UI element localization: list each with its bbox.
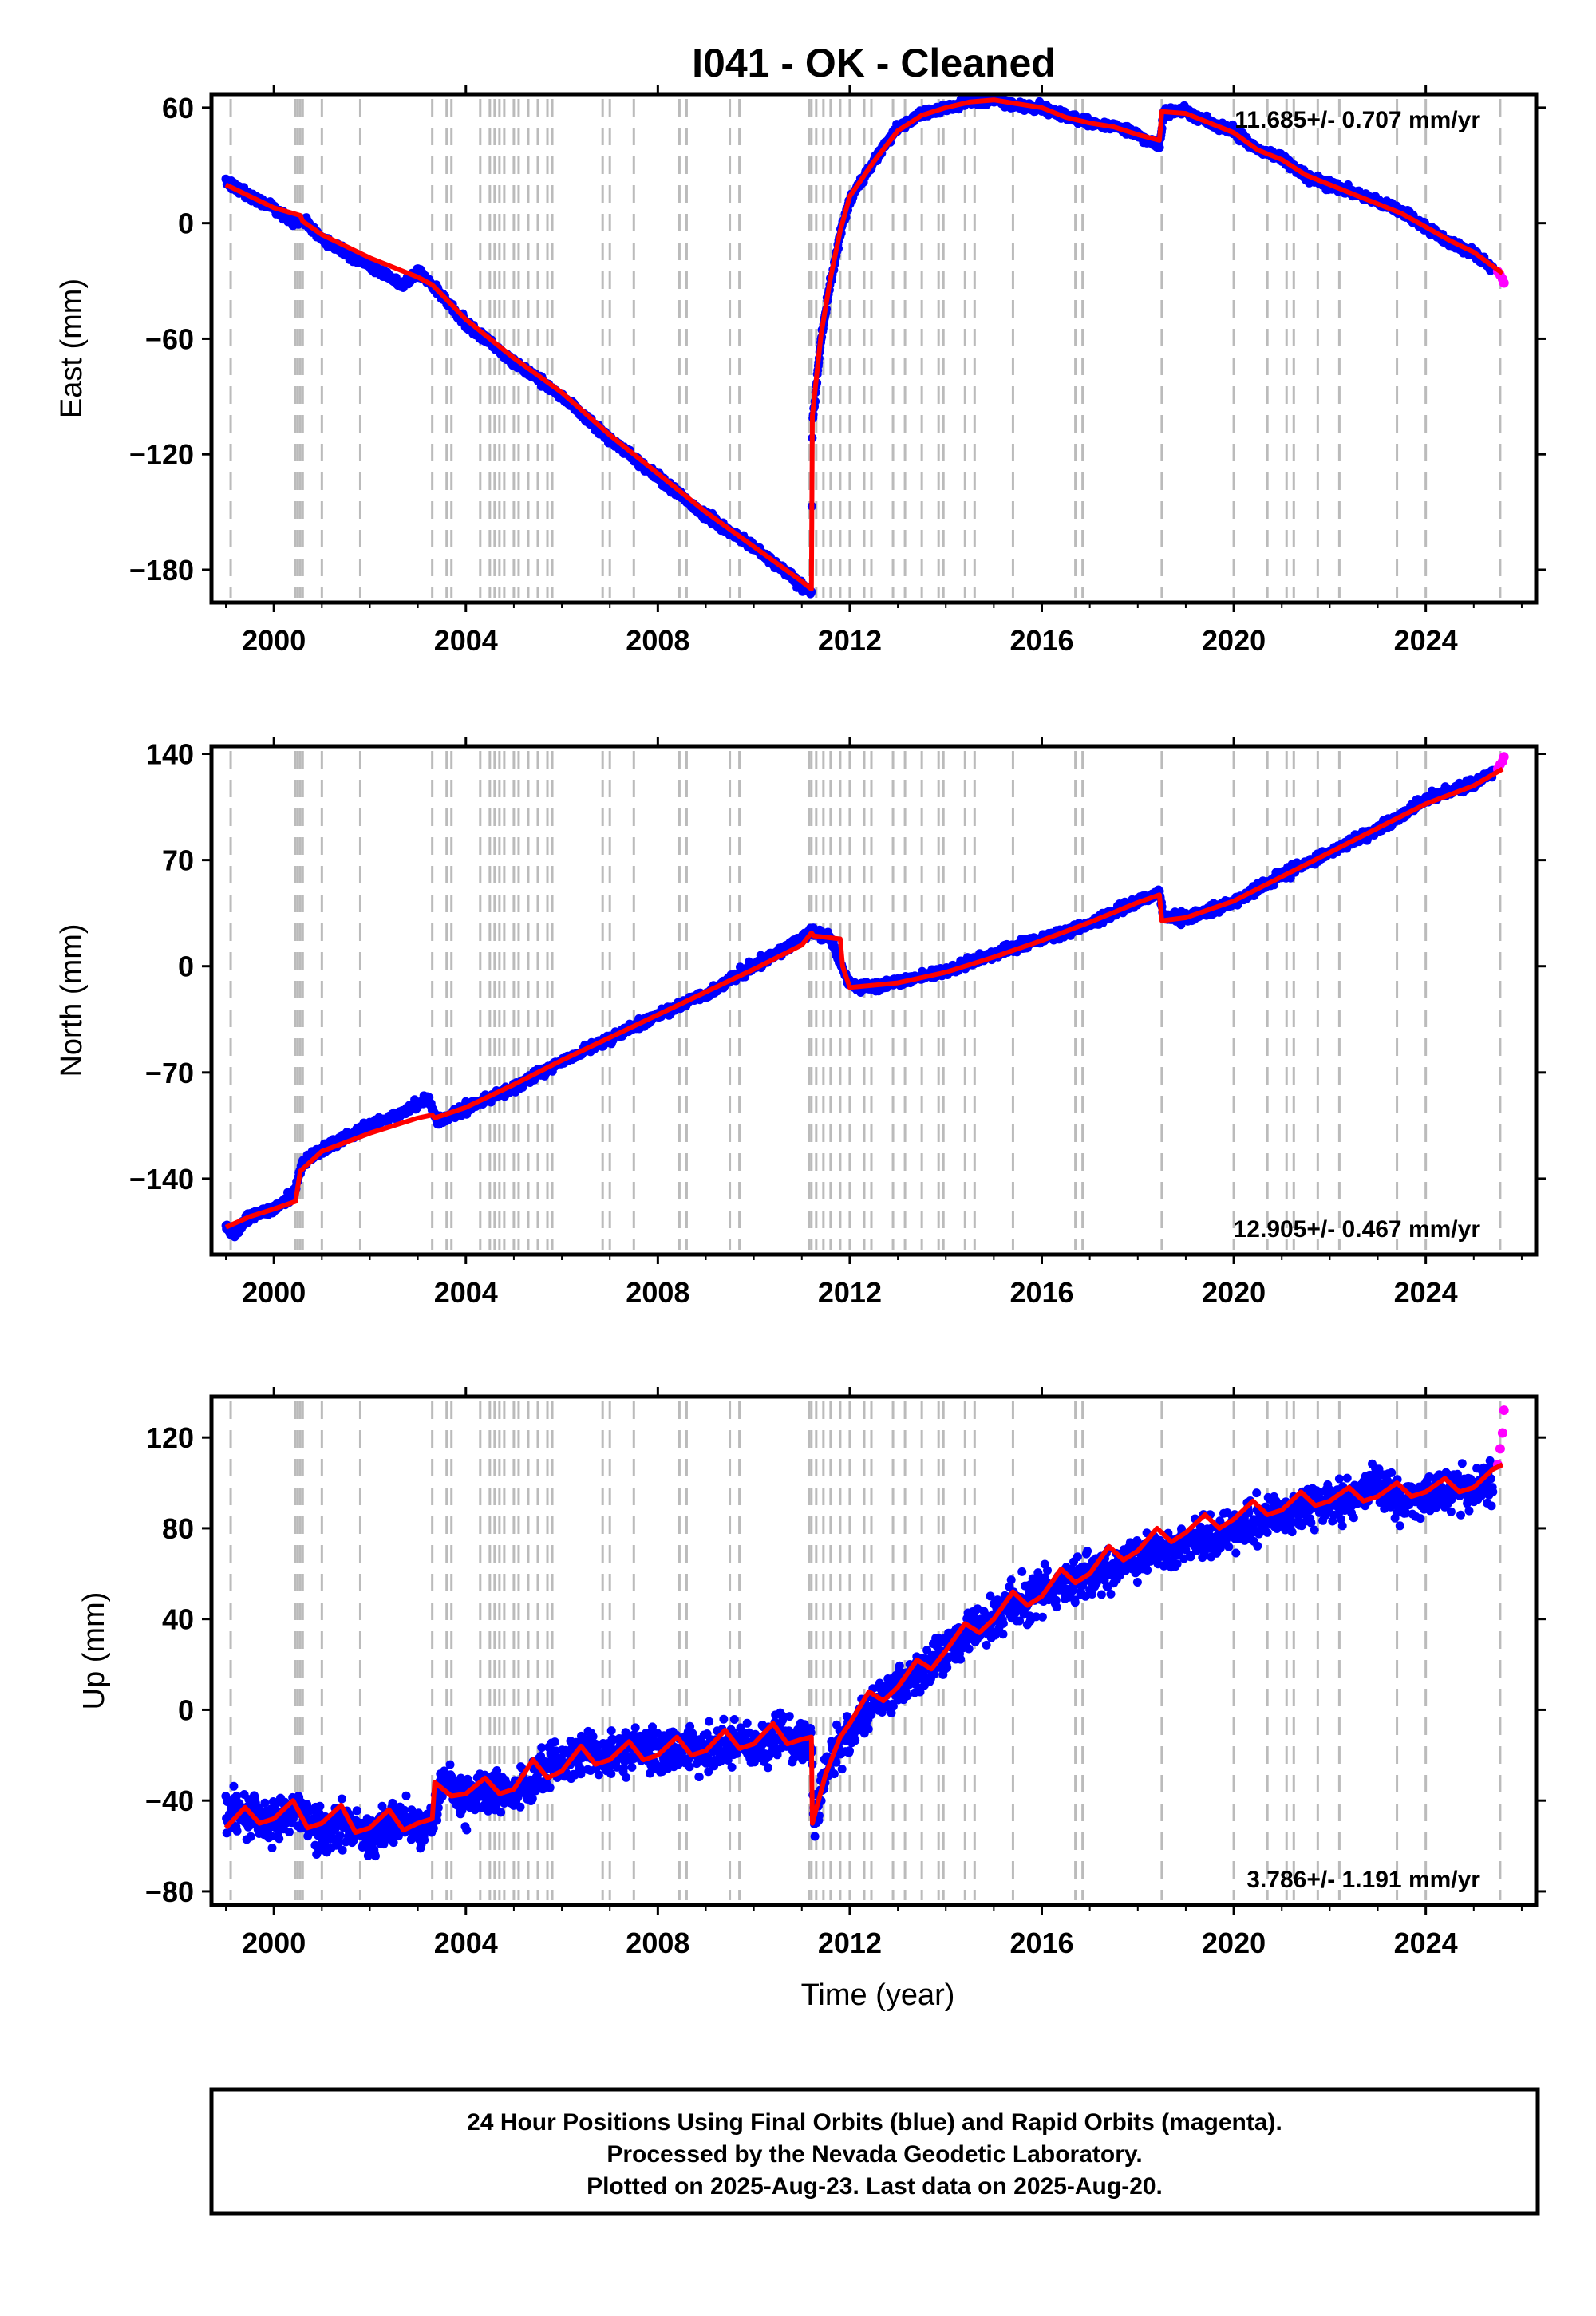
east-y-axis-label: East (mm) [55, 279, 89, 418]
east-plot-area [221, 94, 1509, 599]
rapid-orbit-point [1499, 278, 1509, 288]
north-final-orbit-points [221, 765, 1498, 1242]
x-tick-label: 2016 [1009, 624, 1073, 657]
east-panel: 2000 2004 2008 2012 2016 2020 2024 −180 −120 −60 0… [55, 85, 1546, 657]
x-tick-label: 2024 [1394, 624, 1458, 657]
east-rate-label: 11.685+/- 0.707 mm/yr [1235, 107, 1480, 133]
x-tick-label: 2000 [242, 624, 306, 657]
east-final-orbit-points [221, 94, 1498, 599]
x-tick-label: 2008 [626, 624, 689, 657]
east-model-fit-line [224, 97, 1504, 592]
y-tick-label: −60 [145, 322, 194, 355]
x-tick-label: 2012 [818, 624, 882, 657]
y-tick-label: −120 [129, 438, 194, 471]
north-event-lines [229, 751, 1502, 1250]
figure-title: I041 - OK - Cleaned [692, 41, 1056, 85]
north-panel: 2000 2004 2008 2012 2016 2020 2024−140−7007014… [55, 737, 1546, 1309]
y-tick-label: 60 [162, 92, 194, 124]
x-tick-label: 2020 [1202, 624, 1266, 657]
east-frame [209, 92, 1539, 605]
y-tick-label: 0 [178, 207, 194, 240]
north-plot-area [221, 751, 1509, 1250]
y-tick-label: −180 [129, 554, 194, 587]
east-event-lines [229, 99, 1502, 598]
final-orbit-point [1155, 143, 1164, 152]
x-tick-label: 2004 [434, 624, 498, 657]
